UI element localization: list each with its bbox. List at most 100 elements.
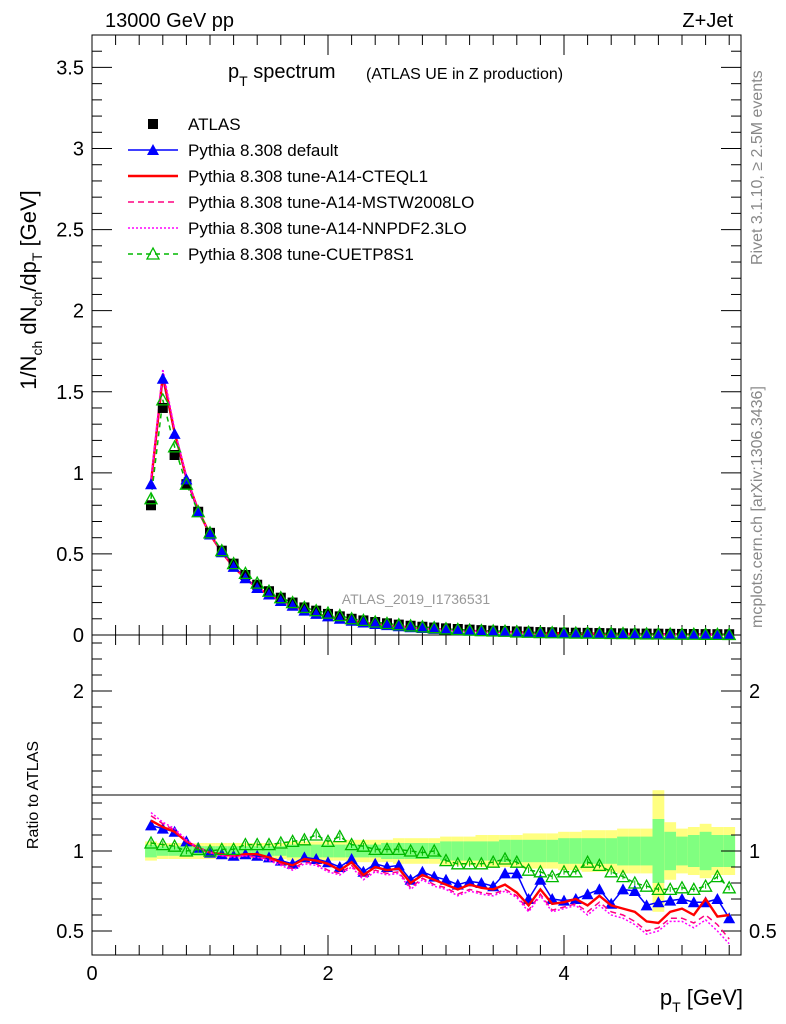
analysis-watermark: ATLAS_2019_I1736531 [342,591,491,607]
main-data-point [344,611,359,625]
ratio-data-point [509,854,524,868]
band-inner [640,836,653,866]
main-data-point [146,500,156,511]
ylabel-sub-2: ch [29,292,45,307]
header-energy: 13000 GeV pp [105,10,234,32]
main-data-point [202,525,218,539]
ratio-data-point [403,843,418,857]
legend-label: Pythia 8.308 tune-A14-MSTW2008LO [188,193,474,212]
ratio-ytick-label: 0.5 [56,921,84,943]
main-data-point [273,590,288,604]
header-process: Z+Jet [682,10,733,32]
band-inner [310,844,323,858]
main-data-point [475,625,488,637]
main-data-point [568,625,583,639]
band-inner [558,838,570,864]
main-data-point [663,626,678,640]
xlabel-p: p [660,985,672,1010]
ratio-data-point [214,842,229,856]
band-inner [298,844,311,858]
main-data-point [474,623,489,637]
ratio-ytick-label-right: 0.5 [749,921,777,943]
ratio-data-point [568,864,583,878]
ratio-data-point [674,880,690,894]
ylabel-part-4: [GeV] [16,190,41,252]
ratio-data-point [556,864,572,878]
main-data-point [639,626,654,640]
ratio-data-point [534,873,547,885]
main-data-point [580,625,595,639]
ratio-data-point [155,837,170,851]
main-data-point [285,595,300,609]
legend-marker [148,119,158,129]
ratio-series [143,812,737,945]
mcplots-credit-text: mcplots.cern.ch [arXiv:1306.3436] [749,386,766,628]
main-data-point [462,622,477,636]
ratio-data-point [345,853,358,864]
main-data-point [320,605,336,619]
ylabel-part-3: /dp [16,261,41,292]
ratio-data-point [356,838,371,852]
main-data-point [179,476,194,490]
ratio-data-point [474,856,489,870]
ratio-data-point [687,896,700,908]
ratio-xtick-label: 2 [322,963,333,985]
band-inner [676,836,688,866]
y-axis-label-main: 1/Nch dNch/dpT [GeV] [16,190,45,390]
main-data-point [191,504,206,518]
main-ytick-label: 1 [73,463,84,485]
main-data-point [309,603,324,617]
band-inner [711,835,724,867]
ratio-data-point [510,867,523,879]
main-data-point [416,622,429,634]
legend-label: Pythia 8.308 tune-CUETP8S1 [188,245,414,264]
legend-marker [145,246,161,260]
main-data-point [297,600,312,614]
ratio-data-point [261,837,277,851]
band-inner [581,838,594,864]
ratio-data-point [273,835,288,849]
ratio-ytick-label: 2 [73,681,84,703]
ratio-data-point [593,883,606,895]
band-inner [322,844,334,858]
ylabel-sub-3: T [29,252,45,261]
legend-label: Pythia 8.308 tune-A14-CTEQL1 [188,167,428,186]
chart-title-p: p [228,61,239,83]
band-inner [699,831,712,871]
main-data-point [238,566,253,580]
ratio-data-point [320,834,336,848]
main-data-point [558,627,570,639]
band-inner [451,841,464,861]
chart-title-sub: T [239,73,248,89]
ratio-data-point [663,882,678,896]
band-inner [345,844,358,858]
ratio-data-point [286,857,299,869]
main-data-point [710,627,725,641]
main-data-point [261,583,277,597]
band-inner [617,836,629,866]
main-data-point [145,478,157,490]
ratio-data-point [427,843,442,857]
ratio-series-line [150,819,730,925]
main-data-point [593,627,606,639]
ratio-data-point [440,873,452,885]
main-data-point [698,626,713,640]
main-data-point [356,613,371,627]
ratio-data-point [415,845,430,859]
main-data-point [651,626,666,640]
band-inner [605,838,618,864]
ratio-data-point [202,843,218,857]
ratio-series-line [150,815,730,940]
ratio-data-point [592,858,607,872]
main-data-point [143,491,159,505]
ratio-data-point [332,829,347,843]
main-data-point [686,626,701,640]
main-data-point [487,625,500,637]
ratio-series-line [150,812,730,945]
main-data-point [391,617,406,631]
main-data-point [332,608,347,622]
band-inner [522,839,535,863]
ratio-data-point [438,853,454,867]
band-inner [156,846,169,856]
main-ytick-label: 2 [73,301,84,323]
